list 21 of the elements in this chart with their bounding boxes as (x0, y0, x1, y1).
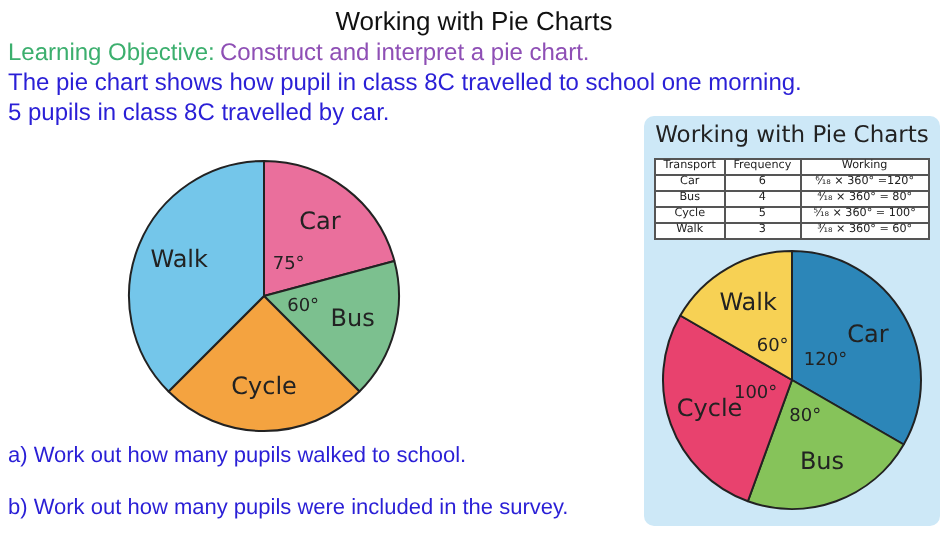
data-label: 75° (272, 254, 305, 275)
data-label: 100° (733, 383, 778, 404)
slice-label: Walk (150, 245, 209, 274)
text: Learning Objective: (8, 38, 215, 66)
slice-label: Cycle (231, 372, 297, 401)
slice-label: Walk (719, 288, 777, 317)
text: Construct and interpret a pie chart. (220, 38, 590, 66)
data-label: 60° (756, 337, 789, 358)
text: 5 pupils in class 8C travelled by car. (8, 98, 390, 126)
data-label: 80° (789, 407, 822, 428)
text: The pie chart shows how pupil in class 8C travelled to school one morning. (8, 68, 802, 96)
chart-title: Working with Pie Charts (655, 120, 929, 148)
slice-label: Car (299, 207, 341, 236)
slice-label: Car (847, 320, 889, 349)
text: Working with Pie Charts (335, 6, 613, 36)
slice-label: Bus (799, 446, 845, 475)
data-label: 120° (803, 351, 848, 372)
slice-label: Bus (330, 304, 375, 333)
text: b) Work out how many pupils were included in the survey. (8, 496, 569, 520)
data-label: 60° (287, 297, 320, 318)
text: a) Work out how many pupils walked to school. (8, 444, 467, 468)
